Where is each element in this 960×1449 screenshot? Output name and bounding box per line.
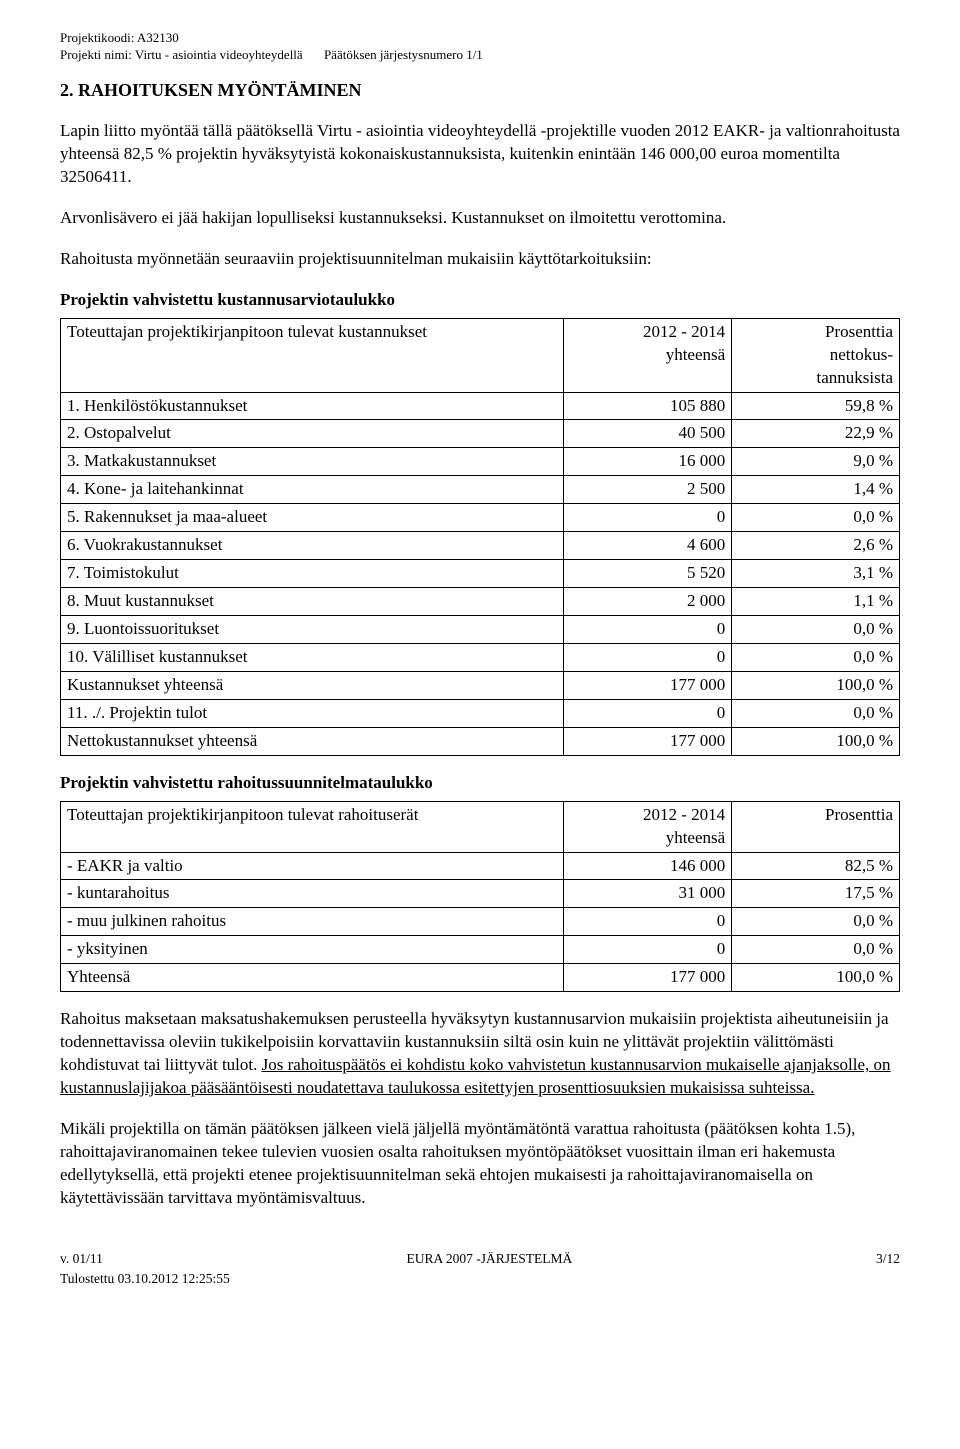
table-row: Yhteensä177 000100,0 %: [61, 964, 900, 992]
costs-header-col1: Toteuttajan projektikirjanpitoon tulevat…: [61, 318, 564, 392]
footer-printed: Tulostettu 03.10.2012 12:25:55: [60, 1270, 900, 1288]
decision-order: Päätöksen järjestysnumero 1/1: [324, 47, 483, 62]
funding-header-col2: 2012 - 2014yhteensä: [564, 801, 732, 852]
intro-para-3: Rahoitusta myönnetään seuraaviin projekt…: [60, 248, 900, 271]
costs-table: Toteuttajan projektikirjanpitoon tulevat…: [60, 318, 900, 756]
table-row: 2. Ostopalvelut40 50022,9 %: [61, 420, 900, 448]
table-row: - EAKR ja valtio146 00082,5 %: [61, 852, 900, 880]
project-code: Projektikoodi: A32130: [60, 30, 900, 47]
table-row: Kustannukset yhteensä177 000100,0 %: [61, 671, 900, 699]
footer-version: v. 01/11: [60, 1250, 103, 1268]
table-row: - muu julkinen rahoitus00,0 %: [61, 908, 900, 936]
table-row: Toteuttajan projektikirjanpitoon tulevat…: [61, 318, 900, 392]
table-row: 9. Luontoissuoritukset00,0 %: [61, 616, 900, 644]
intro-para-1: Lapin liitto myöntää tällä päätöksellä V…: [60, 120, 900, 189]
table-row: 5. Rakennukset ja maa-alueet00,0 %: [61, 504, 900, 532]
page-footer: v. 01/11 EURA 2007 -JÄRJESTELMÄ 3/12: [60, 1250, 900, 1268]
table-row: Nettokustannukset yhteensä177 000100,0 %: [61, 727, 900, 755]
table-row: 7. Toimistokulut5 5203,1 %: [61, 560, 900, 588]
intro-para-2: Arvonlisävero ei jää hakijan lopulliseks…: [60, 207, 900, 230]
project-name: Projekti nimi: Virtu - asiointia videoyh…: [60, 47, 303, 62]
table-row: 8. Muut kustannukset2 0001,1 %: [61, 588, 900, 616]
costs-table-title: Projektin vahvistettu kustannusarviotaul…: [60, 289, 900, 312]
table-row: - yksityinen00,0 %: [61, 936, 900, 964]
funding-header-col3: Prosenttia: [732, 801, 900, 852]
funding-table-title: Projektin vahvistettu rahoitussuunnitelm…: [60, 772, 900, 795]
costs-header-col3: Prosenttianettokus-tannuksista: [732, 318, 900, 392]
table-row: 4. Kone- ja laitehankinnat2 5001,4 %: [61, 476, 900, 504]
table-row: 6. Vuokrakustannukset4 6002,6 %: [61, 532, 900, 560]
table-row: Toteuttajan projektikirjanpitoon tulevat…: [61, 801, 900, 852]
costs-header-col2: 2012 - 2014yhteensä: [564, 318, 732, 392]
funding-table: Toteuttajan projektikirjanpitoon tulevat…: [60, 801, 900, 993]
bottom-para-1: Rahoitus maksetaan maksatushakemuksen pe…: [60, 1008, 900, 1100]
section-title: 2. RAHOITUKSEN MYÖNTÄMINEN: [60, 78, 900, 102]
funding-header-col1: Toteuttajan projektikirjanpitoon tulevat…: [61, 801, 564, 852]
table-row: 3. Matkakustannukset16 0009,0 %: [61, 448, 900, 476]
table-row: 10. Välilliset kustannukset00,0 %: [61, 643, 900, 671]
footer-system: EURA 2007 -JÄRJESTELMÄ: [103, 1250, 876, 1268]
page-header: Projektikoodi: A32130 Projekti nimi: Vir…: [60, 30, 900, 64]
footer-page: 3/12: [876, 1250, 900, 1268]
bottom-para-2: Mikäli projektilla on tämän päätöksen jä…: [60, 1118, 900, 1210]
table-row: 11. ./. Projektin tulot00,0 %: [61, 699, 900, 727]
table-row: 1. Henkilöstökustannukset105 88059,8 %: [61, 392, 900, 420]
table-row: - kuntarahoitus31 00017,5 %: [61, 880, 900, 908]
